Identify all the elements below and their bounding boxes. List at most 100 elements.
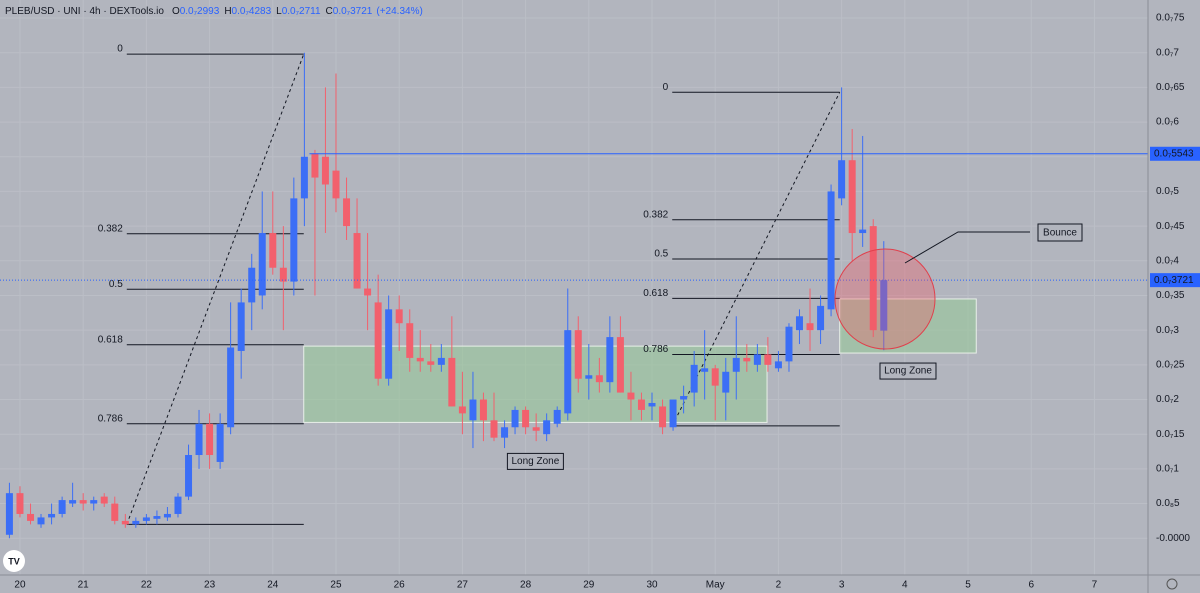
fibs: 0 0.382 0.5 0.618 0.786 0 0.382 0.5 0.618 0.786: [98, 44, 841, 525]
x-tick-label: 2: [776, 580, 782, 591]
candle-body: [406, 323, 414, 358]
price-lines: [0, 153, 1148, 281]
candle-body: [79, 500, 87, 504]
candle-body: [616, 337, 624, 393]
ohlc-key: C: [326, 6, 333, 17]
candle-body: [185, 455, 193, 497]
candle-body: [290, 198, 298, 282]
x-tick-label: May: [706, 580, 725, 591]
candle-body: [869, 226, 877, 331]
candle-body: [385, 309, 393, 379]
fib-label: 0.382: [98, 223, 123, 234]
candle-body: [532, 427, 540, 431]
candle-body: [216, 423, 224, 462]
ohlc-key: H: [224, 6, 231, 17]
candle-body: [374, 302, 382, 379]
candle-body: [817, 305, 825, 331]
x-tick-label: 26: [394, 580, 406, 591]
symbol: PLEB/USD · UNI · 4h · DEXTools.io: [5, 6, 164, 17]
candle-body: [479, 399, 487, 421]
candle-body: [543, 420, 551, 435]
x-tick-label: 27: [457, 580, 469, 591]
candle-body: [574, 330, 582, 379]
price-tag-label: 0.0₇3721: [1154, 275, 1194, 286]
candle-body: [58, 500, 66, 514]
candle-body: [90, 500, 98, 504]
candle-body: [100, 496, 108, 504]
candle-body: [427, 361, 435, 365]
x-tick-label: 25: [330, 580, 342, 591]
zone-label-box: [879, 362, 937, 380]
candle-body: [269, 233, 277, 268]
price-tag: [1150, 146, 1200, 161]
candle-body: [743, 357, 751, 362]
fib-label: 0.786: [98, 413, 123, 424]
x-tick-label: 7: [1092, 580, 1098, 591]
change: (+24.34%): [376, 6, 422, 17]
candle-body: [774, 361, 782, 369]
candle-body: [300, 156, 308, 199]
candle-body: [564, 330, 572, 414]
y-tick-label: 0.0₇3: [1156, 325, 1179, 336]
candle-body: [606, 337, 614, 383]
callout-text: Bounce: [1043, 228, 1077, 239]
ohlc-value: 0.0₇2993: [180, 6, 220, 17]
zone-label: Long Zone: [511, 456, 559, 467]
y-tick-label: -0.0000: [1156, 533, 1190, 544]
candle-body: [279, 267, 287, 282]
candle-body: [364, 288, 372, 296]
candle-body: [859, 229, 867, 234]
y-tick-label: 0.0₇45: [1156, 221, 1185, 232]
x-tick-label: 22: [141, 580, 153, 591]
candle-body: [732, 357, 740, 372]
candle-body: [195, 423, 203, 456]
candle-body: [659, 406, 667, 428]
candle-body: [764, 354, 772, 365]
candle-body: [395, 309, 403, 324]
ohlc-key: O: [172, 6, 180, 17]
candle-body: [785, 326, 793, 362]
candle-body: [227, 347, 235, 428]
callout-line: [904, 231, 1030, 264]
candle-body: [142, 517, 150, 521]
svg-text:TV: TV: [8, 556, 20, 566]
candle-body: [132, 520, 140, 525]
y-tick-label: 0.0₇25: [1156, 359, 1185, 370]
candle-body: [522, 409, 530, 428]
candle-body: [437, 357, 445, 365]
header: PLEB/USD · UNI · 4h · DEXTools.io O0.0₇29…: [5, 6, 423, 17]
candle-body: [469, 399, 477, 421]
candle-body: [258, 233, 266, 296]
candle-body: [111, 503, 119, 521]
candle-body: [827, 191, 835, 310]
candle-body: [248, 267, 256, 303]
price-tag: [1150, 273, 1200, 288]
y-tick-label: 0.0₇7: [1156, 47, 1179, 58]
ohlc-key: L: [276, 6, 282, 17]
candle-body: [311, 153, 319, 178]
candle-body: [321, 156, 329, 185]
bounce-circle: [834, 248, 936, 350]
fib-label: 0: [663, 82, 669, 93]
y-tick-label: 0.0₇2: [1156, 394, 1179, 405]
candle-body: [458, 406, 466, 414]
y-tick-label: 0.0₇5: [1156, 186, 1179, 197]
fib-trend: [671, 92, 841, 427]
candle-body: [690, 364, 698, 393]
x-tick-label: 28: [520, 580, 532, 591]
x-tick-label: 30: [646, 580, 658, 591]
y-tick-label: 0.0₇35: [1156, 290, 1185, 301]
candle-body: [585, 375, 593, 379]
ohlc-value: 0.0₇3721: [333, 6, 373, 17]
candle-body: [795, 316, 803, 331]
candle-body: [637, 399, 645, 410]
settings-icon[interactable]: [1166, 578, 1178, 590]
candle-body: [121, 520, 129, 525]
candle-body: [448, 357, 456, 407]
fib-label: 0.382: [643, 209, 668, 220]
candle-body: [838, 160, 846, 199]
x-tick-label: 4: [902, 580, 908, 591]
logo: TV: [3, 550, 25, 572]
